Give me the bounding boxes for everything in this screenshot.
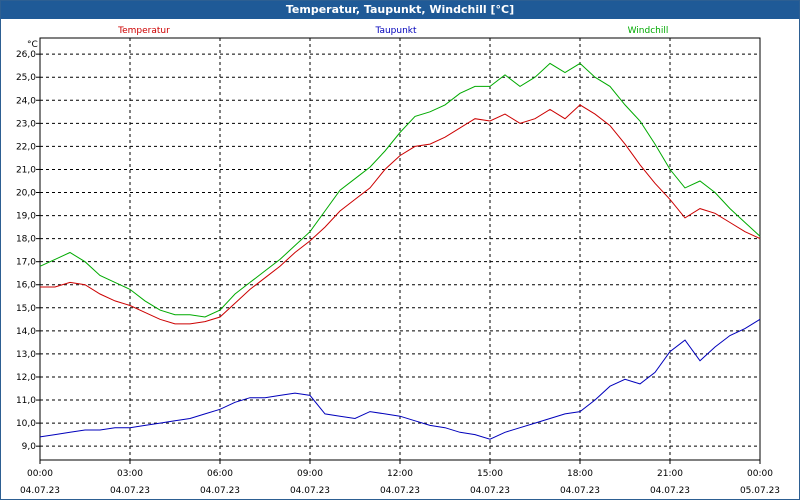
y-tick-label: 10,0 — [16, 419, 36, 429]
y-tick-label: 26,0 — [16, 50, 36, 60]
y-tick-label: 11,0 — [16, 396, 36, 406]
x-tick-time: 00:00 — [27, 469, 53, 479]
y-tick-label: 14,0 — [16, 327, 36, 337]
y-axis-unit: °C — [27, 40, 38, 50]
x-tick-date: 05.07.23 — [740, 486, 780, 496]
x-tick-date: 04.07.23 — [380, 486, 420, 496]
x-tick-time: 09:00 — [297, 469, 323, 479]
series-line-taupunkt — [39, 318, 761, 440]
y-tick-label: 20,0 — [16, 189, 36, 199]
y-tick-label: 18,0 — [16, 235, 36, 245]
x-tick-time: 15:00 — [477, 469, 503, 479]
grid — [40, 38, 760, 460]
x-tick-date: 04.07.23 — [110, 486, 150, 496]
y-tick-label: 25,0 — [16, 73, 36, 83]
series-line-temperatur — [40, 104, 761, 325]
y-tick-label: 13,0 — [16, 350, 36, 360]
y-tick-label: 16,0 — [16, 281, 36, 291]
legend-taupunkt: Taupunkt — [374, 26, 417, 36]
x-tick-date: 04.07.23 — [470, 486, 510, 496]
x-tick-date: 04.07.23 — [650, 486, 690, 496]
x-tick-date: 04.07.23 — [290, 486, 330, 496]
legend-temperatur: Temperatur — [117, 26, 170, 36]
y-tick-label: 21,0 — [16, 165, 36, 175]
x-tick-time: 18:00 — [567, 469, 593, 479]
legend: Temperatur Taupunkt Windchill — [117, 26, 668, 36]
series-lines — [39, 62, 761, 440]
x-tick-date: 04.07.23 — [20, 486, 60, 496]
series-line-windchill — [39, 62, 761, 318]
x-tick-time: 06:00 — [207, 469, 233, 479]
y-tick-label: 15,0 — [16, 304, 36, 314]
x-tick-date: 04.07.23 — [200, 486, 240, 496]
y-tick-label: 22,0 — [16, 142, 36, 152]
window-title: Temperatur, Taupunkt, Windchill [°C] — [1, 1, 799, 19]
x-tick-time: 03:00 — [117, 469, 143, 479]
y-tick-label: 24,0 — [16, 96, 36, 106]
y-tick-label: 9,0 — [22, 442, 37, 452]
x-tick-time: 12:00 — [387, 469, 413, 479]
y-tick-label: 12,0 — [16, 373, 36, 383]
legend-windchill: Windchill — [628, 26, 669, 36]
y-axis: 9,0 10,0 11,0 12,0 13,0 14,0 15,0 16,0 17,0 18,0 1… — [16, 50, 40, 452]
x-axis: 00:00 04.07.23 03:00 04.07.23 06:00 04.07.23 0… — [20, 460, 780, 496]
x-tick-time: 21:00 — [657, 469, 683, 479]
y-tick-label: 19,0 — [16, 212, 36, 222]
y-tick-label: 17,0 — [16, 258, 36, 268]
x-tick-time: 00:00 — [747, 469, 773, 479]
y-tick-label: 23,0 — [16, 119, 36, 129]
x-tick-date: 04.07.23 — [560, 486, 600, 496]
